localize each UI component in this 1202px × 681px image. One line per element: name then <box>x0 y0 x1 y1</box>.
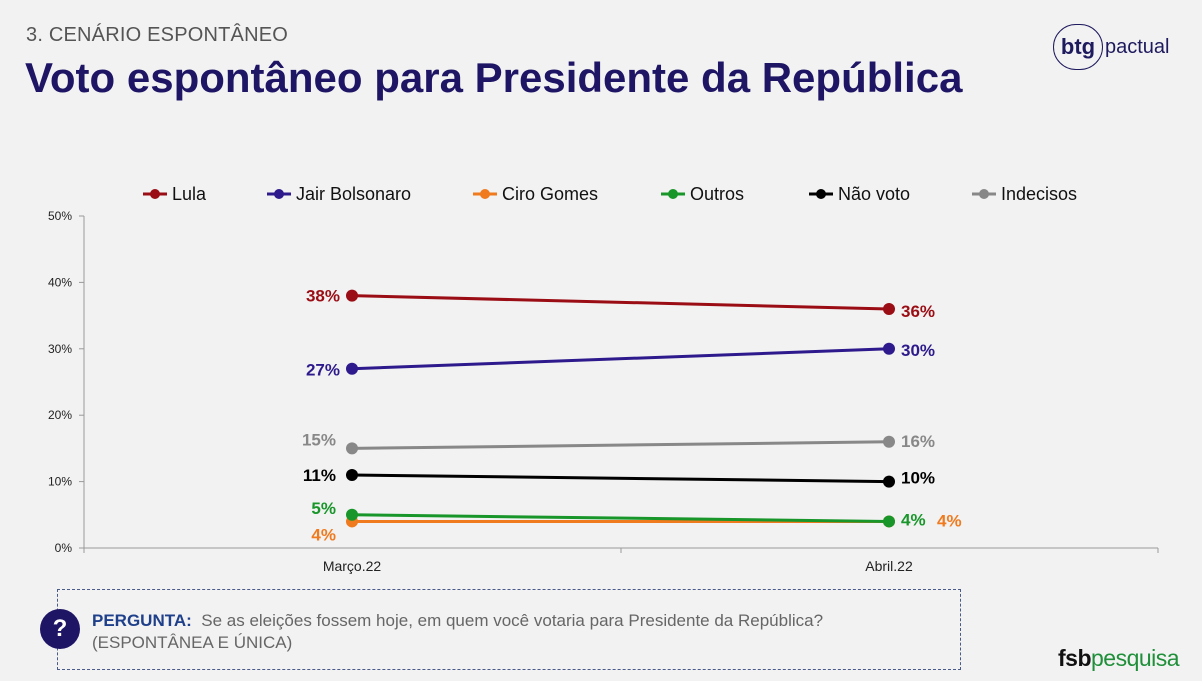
question-text: Se as eleições fossem hoje, em quem você… <box>201 611 824 630</box>
series-line <box>351 440 890 450</box>
data-point <box>883 435 895 448</box>
data-label: 4% <box>901 510 926 529</box>
legend-label: Indecisos <box>1001 184 1077 204</box>
y-tick-label: 10% <box>48 475 72 489</box>
legend-marker <box>274 189 284 199</box>
series-line <box>351 513 890 523</box>
data-point <box>346 289 358 302</box>
data-label: 16% <box>901 432 935 451</box>
data-point <box>883 302 895 315</box>
legend-marker <box>480 189 490 199</box>
data-point <box>883 515 895 528</box>
data-point <box>346 468 358 481</box>
data-label: 4% <box>311 525 336 544</box>
y-tick-label: 20% <box>48 408 72 422</box>
legend-label: Não voto <box>838 184 910 204</box>
section-label: 3. CENÁRIO ESPONTÂNEO <box>26 24 289 46</box>
page-title: Voto espontâneo para Presidente da Repúb… <box>25 54 963 101</box>
data-point <box>346 442 358 455</box>
data-point <box>346 362 358 375</box>
y-tick-label: 0% <box>55 541 73 555</box>
legend-marker <box>979 189 989 199</box>
btg-pactual-logo: btg pactual <box>1053 24 1170 70</box>
legend-label: Lula <box>172 184 207 204</box>
legend-label: Outros <box>690 184 744 204</box>
data-label: 36% <box>901 302 935 321</box>
y-tick-label: 30% <box>48 342 72 356</box>
question-note: (ESPONTÂNEA E ÚNICA) <box>92 633 293 652</box>
series-line <box>351 294 890 311</box>
question-label: PERGUNTA: <box>92 611 192 630</box>
btg-logo-mark: btg <box>1053 24 1103 70</box>
data-point <box>883 342 895 355</box>
y-tick-label: 40% <box>48 275 72 289</box>
data-point <box>883 475 895 488</box>
x-tick-label: Março.22 <box>323 558 382 574</box>
fsb-logo-bold: fsb <box>1058 645 1092 671</box>
question-icon: ? <box>40 609 80 649</box>
legend-marker <box>150 189 160 199</box>
data-label: 30% <box>901 341 935 360</box>
data-point <box>346 508 358 521</box>
btg-logo-word: pactual <box>1105 35 1170 58</box>
data-label: 38% <box>306 287 340 306</box>
series-line <box>351 347 890 371</box>
fsb-logo-light: pesquisa <box>1091 645 1180 671</box>
y-tick-label: 50% <box>48 209 72 223</box>
legend-marker <box>816 189 826 199</box>
line-chart: 0% 10% 20% 30% 40% 50% Março.22 Abril.22 Lula Jai… <box>48 184 1159 574</box>
legend-label: Jair Bolsonaro <box>296 184 411 204</box>
data-label: 10% <box>901 469 935 488</box>
legend-marker <box>668 189 678 199</box>
data-label: 11% <box>303 466 336 485</box>
series-line <box>351 473 890 484</box>
x-tick-label: Abril.22 <box>865 558 913 574</box>
question-text-block: PERGUNTA: Se as eleições fossem hoje, em… <box>92 610 912 654</box>
data-label: 5% <box>311 499 336 518</box>
fsb-pesquisa-logo: fsbpesquisa <box>1058 645 1180 672</box>
data-label: 15% <box>302 430 336 449</box>
data-label: 27% <box>306 361 340 380</box>
legend-label: Ciro Gomes <box>502 184 598 204</box>
data-label: 4% <box>937 511 962 530</box>
